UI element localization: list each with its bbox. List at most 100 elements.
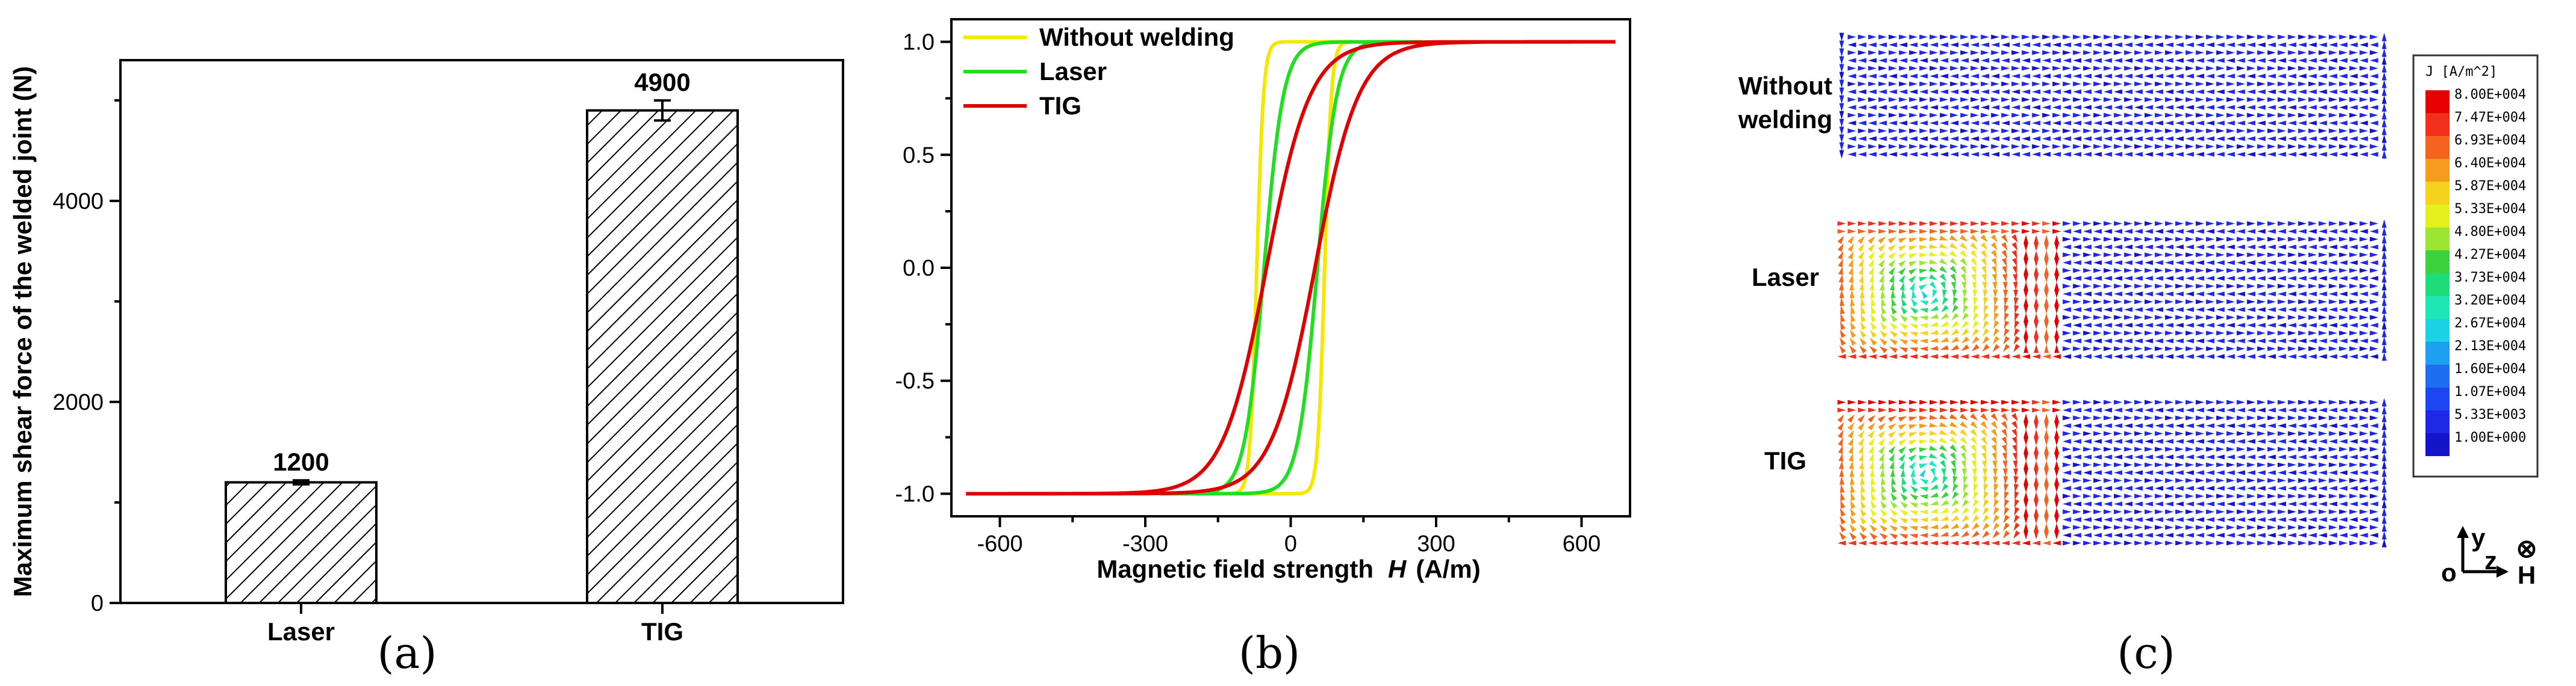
vector-arrow [2382,336,2387,345]
vector-arrow [2257,346,2266,351]
vector-arrow [2298,81,2307,87]
vector-arrow [2033,499,2039,508]
panel-c-caption: (c) [2117,628,2176,678]
vector-arrow [2206,493,2215,499]
vector-arrow [2267,540,2276,546]
vector-arrow [1858,113,1867,118]
vector-arrow [1850,321,1856,330]
vector-arrow [2165,431,2174,436]
vector-arrow [2144,307,2153,312]
vector-arrow [2044,282,2049,291]
vector-arrow [2175,517,2184,522]
vector-arrow [2369,486,2378,491]
vector-arrow [1919,300,1929,306]
vector-arrow [2308,330,2317,336]
vector-arrow [1899,518,1908,524]
vector-arrow [1919,236,1928,242]
vector-arrow [2298,447,2307,452]
vector-arrow [2073,299,2082,304]
vector-arrow [2093,407,2102,413]
vector-arrow [1909,73,1918,79]
panel-b-y-tick-label: 0.5 [903,143,935,168]
vector-arrow [2206,540,2215,546]
vector-arrow [2349,354,2358,359]
vector-arrow [2044,531,2049,540]
vector-arrow [2308,291,2317,297]
vector-arrow [2236,454,2245,460]
vector-arrow [2339,540,2348,546]
vector-arrow [2175,540,2184,546]
vector-arrow [2318,478,2327,483]
vector-arrow [2369,493,2378,499]
vector-arrow [2032,128,2041,134]
vector-arrow [1929,460,1938,468]
vector-arrow [2103,439,2112,444]
vector-arrow [2226,252,2235,258]
vector-arrow [1991,128,2000,134]
vector-arrow [2011,105,2020,110]
vector-arrow [2062,50,2071,55]
vector-arrow [1909,66,1918,71]
bar-laser [225,481,378,604]
vector-arrow [2216,268,2225,273]
vector-arrow [2216,307,2225,312]
panel-a-y-axis-label: Maximum shear force of the welded joint … [8,66,37,597]
vector-arrow [2103,144,2112,149]
vector-arrow [2114,525,2123,530]
vector-arrow [1991,152,2000,157]
vector-arrow [1951,499,1959,507]
vector-arrow [2083,525,2092,530]
vector-arrow [2277,509,2286,514]
vector-arrow [2216,42,2225,48]
vector-arrow [2134,330,2143,336]
vector-arrow [2124,439,2133,444]
vector-arrow [1980,413,1988,421]
vector-arrow [2195,540,2204,546]
vector-arrow [2062,252,2071,258]
vector-arrow [2093,307,2102,312]
vector-arrow [2014,320,2020,330]
vector-arrow [2175,221,2184,226]
vector-arrow [2216,431,2225,436]
vector-arrow [2226,338,2235,344]
vector-arrow [2144,517,2153,522]
vector-arrow [2382,531,2387,540]
vector-arrow [2339,66,2348,71]
vector-arrow [2023,484,2029,493]
vector-arrow [2349,307,2358,312]
vector-arrow [2298,221,2307,226]
vector-arrow [2216,338,2225,344]
vector-arrow [1980,354,1990,359]
vector-arrow [1840,499,1846,509]
vector-arrow [1940,89,1949,94]
vector-arrow [2308,407,2317,413]
vector-arrow [2165,244,2174,250]
vector-arrow [2062,268,2071,273]
vector-arrow [1939,235,1949,241]
vector-arrow [1991,58,2000,63]
vector-arrow [1919,245,1928,250]
vector-arrow [1908,246,1918,251]
vector-arrow [1982,344,1990,352]
vector-arrow [2103,244,2112,250]
vector-arrow [1960,444,1967,453]
vector-arrow [2083,423,2092,428]
vector-arrow [2216,509,2225,514]
vector-arrow [2154,81,2164,87]
vector-arrow [2093,291,2102,297]
vector-arrow [1972,468,1977,477]
vector-arrow [1973,483,1979,493]
colorbar-swatch [2425,433,2450,456]
vector-arrow [2073,236,2082,242]
vector-arrow [1960,400,1969,405]
vector-arrow [2165,439,2174,444]
vector-arrow [2073,268,2082,273]
vector-arrow [1929,259,1938,264]
vector-arrow [1900,314,1908,323]
vector-arrow [1837,235,1844,244]
vector-arrow [1993,336,2000,345]
vector-arrow [1940,516,1949,521]
vector-arrow [1929,236,1938,241]
colorbar-tick-label: 8.00E+004 [2454,87,2526,102]
vector-arrow [2288,252,2297,258]
